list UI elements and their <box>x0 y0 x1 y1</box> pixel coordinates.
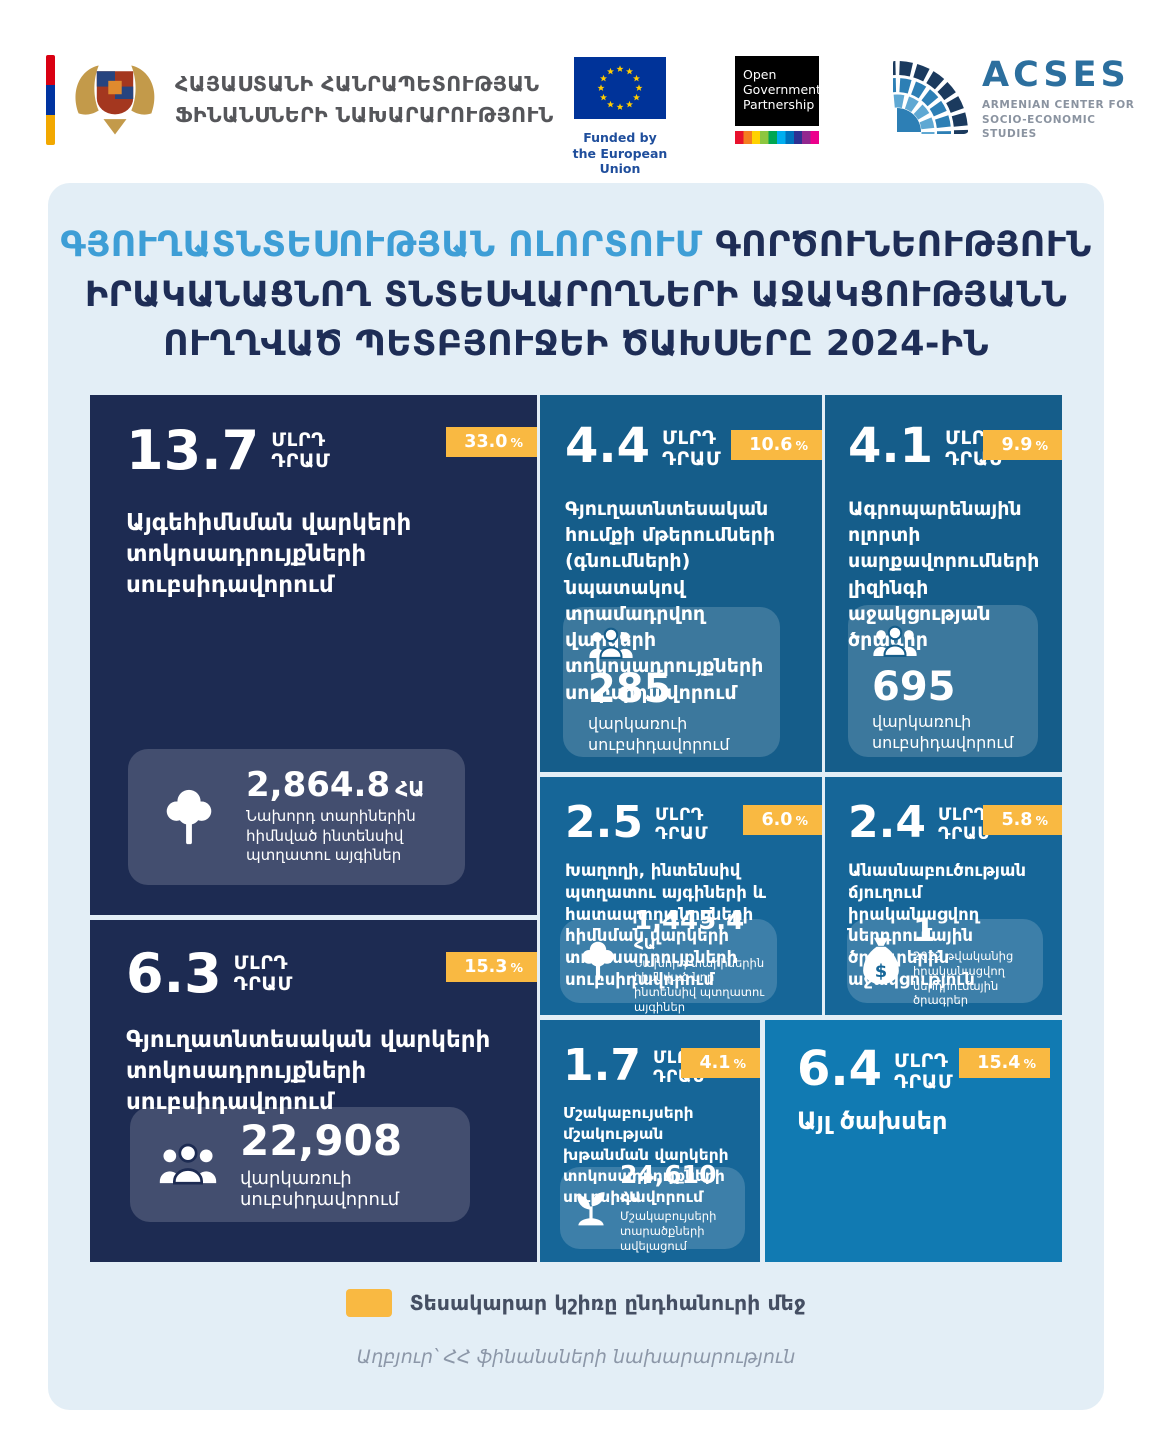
detail-label: Մշակաբույսերի տարածքների ավելացում <box>620 1209 717 1253</box>
amount-value: 13.7 <box>126 419 260 482</box>
money-bag-icon: $ <box>861 936 901 986</box>
detail-box: 2,864.8 ՀԱ Նախորդ տարիներին հիմնված ինտե… <box>128 749 465 885</box>
share-badge: 5.8% <box>983 805 1062 835</box>
page-title: ԳՅՈՒՂԱՏՆՏԵՍՈՒԹՅԱՆ ՈԼՈՐՏՈՒՄ ԳՈՐԾՈՒՆԵՈՒԹՅՈ… <box>60 225 1092 365</box>
detail-value: 1,445.4 <box>634 905 745 936</box>
acses-name: ACSES <box>982 55 1130 95</box>
svg-text:$: $ <box>875 961 887 982</box>
amount-value: 6.3 <box>126 942 222 1005</box>
title-highlight: ԳՅՈՒՂԱՏՆՏԵՍՈՒԹՅԱՆ ՈԼՈՐՏՈՒՄ <box>60 225 703 265</box>
card-description: Մշակաբույսերի մշակության խթանման վարկերի… <box>563 1104 729 1206</box>
legend: Տեսակարար կշիռը ընդհանուրի մեջ <box>48 1289 1104 1317</box>
detail-value: 22,908 <box>240 1115 403 1165</box>
detail-box: 1,445.4 ՀԱ Նախորդ տարիներին հիմնված նոր … <box>560 908 777 1014</box>
card-livestock-investment: 5.8% 2.4 ՄԼՐԴ ԴՐԱՄ Անասնաբուծության ճյուղ… <box>825 777 1062 1015</box>
amount-unit: ՄԼՐԴ ԴՐԱՄ <box>654 805 709 844</box>
card-orchard-establishment-loans: 33.0% 13.7 ՄԼՐԴ ԴՐԱՄ Այգեհիմնման վարկերի … <box>90 395 537 915</box>
amount-value: 6.4 <box>797 1041 883 1097</box>
share-badge: 4.1% <box>681 1048 760 1078</box>
detail-value: 1 <box>913 911 936 950</box>
card-procurement-loans: 10.6% 4.4 ՄԼՐԴ ԴՐԱՄ Գյուղատնտեսական հումք… <box>540 395 822 772</box>
card-agrifood-leasing: 9.9% 4.1 ՄԼՐԴ ԴՐԱՄ Ագրոպարենային ոլորտի ս… <box>825 395 1062 772</box>
share-badge: 10.6% <box>731 430 822 460</box>
amount-unit: ՄԼՐԴ ԴՐԱՄ <box>937 805 992 844</box>
detail-box: 24,610 ՀԱ Մշակաբույսերի տարածքների ավելա… <box>560 1162 745 1253</box>
legend-swatch <box>346 1289 393 1317</box>
open-government-partnership-logo: Open Government Partnership <box>735 56 821 144</box>
people-icon <box>158 1143 218 1187</box>
eu-caption-line1: Funded by <box>583 130 657 145</box>
detail-label: Նախորդ տարիներին հիմնված նոր ինտենսիվ պտ… <box>634 955 765 1014</box>
amount-value: 4.4 <box>565 418 651 474</box>
ministry-of-finance-logo: ՀԱՅԱՍՏԱՆԻ ՀԱՆՐԱՊԵՏՈՒԹՅԱՆ ՖԻՆԱՆՍՆԵՐԻ ՆԱԽԱ… <box>46 54 554 146</box>
people-icon <box>872 625 918 659</box>
detail-unit: ՀԱ <box>620 1190 641 1207</box>
amount-value: 4.1 <box>848 418 934 474</box>
card-description: Ագրոպարենային ոլորտի սարքավորումների լիզ… <box>848 498 1040 652</box>
source-note: Աղբյուր՝ ՀՀ ֆինանսների նախարարություն <box>356 1346 796 1368</box>
amount-unit: ՄԼՐԴ ԴՐԱՄ <box>894 1050 954 1093</box>
detail-unit: ՀԱ <box>395 776 425 801</box>
tree-icon <box>576 939 620 983</box>
detail-label: վարկառուի սուբսիդավորում <box>588 714 730 754</box>
share-badge: 9.9% <box>983 430 1062 460</box>
card-description: Այլ ծախսեր <box>797 1107 948 1136</box>
card-description: Այգեհիմնման վարկերի տոկոսադրույքների սու… <box>126 509 412 598</box>
ogp-line2: Government <box>743 81 821 97</box>
acses-logo: ACSES ARMENIAN CENTER FOR SOCIO-ECONOMIC… <box>893 58 1152 142</box>
card-description: Խաղողի, ինտենսիվ պտղատու այգիների և հատա… <box>565 861 766 989</box>
detail-value: 695 <box>872 664 956 710</box>
ogp-stripes <box>735 131 819 144</box>
card-other-expenses: 15.4% 6.4 ՄԼՐԴ ԴՐԱՄ Այլ ծախսեր <box>765 1020 1062 1262</box>
infographic-panel: ԳՅՈՒՂԱՏՆՏԵՍՈՒԹՅԱՆ ՈԼՈՐՏՈՒՄ ԳՈՐԾՈՒՆԵՈՒԹՅՈ… <box>48 183 1104 1410</box>
share-badge: 33.0% <box>446 427 537 457</box>
card-description: Գյուղատնտեսական հումքի մթերումների (գնու… <box>565 498 776 704</box>
card-agricultural-loans: 15.3% 6.3 ՄԼՐԴ ԴՐԱՄ Գյուղատնտեսական վարկե… <box>90 920 537 1262</box>
share-badge: 6.0% <box>743 805 822 835</box>
detail-box: 695 վարկառուի սուբսիդավորում <box>848 605 1038 757</box>
people-icon <box>588 627 634 661</box>
tree-icon <box>158 786 220 848</box>
share-badge: 15.3% <box>446 952 537 982</box>
detail-label: 2022 թվականից իրականացվող ներդրումային ծ… <box>913 949 1014 1008</box>
acses-sub-line2: SOCIO-ECONOMIC STUDIES <box>982 113 1096 141</box>
eu-caption-line2: the European Union <box>572 145 668 177</box>
detail-box: $ 1 2022 թվականից իրականացվող ներդրումայ… <box>847 914 1043 1007</box>
detail-value: 285 <box>588 666 672 712</box>
detail-value: 2,864.8 <box>246 764 391 805</box>
acses-mark-icon <box>893 58 969 134</box>
ogp-line1: Open <box>743 67 777 82</box>
amount-unit: ՄԼՐԴ ԴՐԱՄ <box>233 952 293 995</box>
armenian-flag-bar <box>46 55 55 145</box>
card-crop-cultivation-loans: 4.1% 1.7 ՄԼՐԴ ԴՐԱՄ Մշակաբույսերի մշակությ… <box>540 1020 760 1262</box>
card-description: Գյուղատնտեսական վարկերի տոկոսադրույքների… <box>126 1026 491 1115</box>
amount-value: 2.4 <box>848 797 926 848</box>
mof-name-line1: ՀԱՅԱՍՏԱՆԻ ՀԱՆՐԱՊԵՏՈՒԹՅԱՆ <box>175 72 540 97</box>
detail-box: 22,908 վարկառուի սուբսիդավորում <box>130 1107 470 1222</box>
eu-funding-logo: Funded by the European Union <box>558 57 682 177</box>
ogp-line3: Partnership <box>743 96 815 112</box>
amount-unit: ՄԼՐԴ ԴՐԱՄ <box>271 429 331 472</box>
coat-of-arms-icon <box>69 54 161 146</box>
card-vineyard-berry-loans: 6.0% 2.5 ՄԼՐԴ ԴՐԱՄ Խաղողի, ինտենսիվ պտղատ… <box>540 777 822 1015</box>
amount-value: 2.5 <box>565 797 643 848</box>
detail-label: վարկառուի սուբսիդավորում <box>872 712 1014 752</box>
eu-flag-icon <box>574 57 666 119</box>
detail-label: վարկառուի սուբսիդավորում <box>240 1167 400 1210</box>
detail-unit: ՀԱ <box>634 934 656 953</box>
detail-value: 24,610 <box>620 1160 717 1190</box>
legend-label: Տեսակարար կշիռը ընդհանուրի մեջ <box>409 1291 806 1315</box>
share-badge: 15.4% <box>959 1048 1050 1078</box>
detail-box: 285 վարկառուի սուբսիդավորում <box>563 607 780 757</box>
mof-name-line2: ՖԻՆԱՆՍՆԵՐԻ ՆԱԽԱՐԱՐՈՒԹՅՈՒՆ <box>175 103 554 127</box>
sprout-icon <box>572 1189 610 1227</box>
amount-unit: ՄԼՐԴ ԴՐԱՄ <box>662 427 722 470</box>
amount-value: 1.7 <box>563 1040 641 1091</box>
acses-sub-line1: ARMENIAN CENTER FOR <box>982 99 1135 111</box>
detail-label: Նախորդ տարիներին հիմնված ինտենսիվ պտղատո… <box>246 806 416 865</box>
